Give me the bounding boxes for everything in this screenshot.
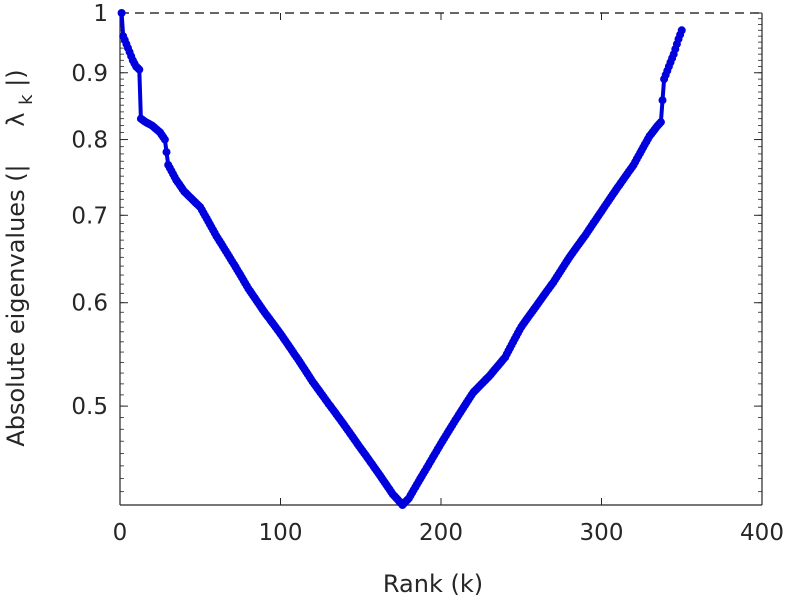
y-axis-label: Absolute eigenvalues (| λ k |): [2, 69, 38, 446]
y-tick-label: 0.8: [71, 128, 108, 154]
y-tick-label: 0.7: [71, 203, 108, 229]
x-tick-label: 200: [419, 520, 463, 546]
series-point: [656, 118, 665, 127]
x-tick-label: 100: [259, 520, 303, 546]
x-tick-label: 300: [580, 520, 624, 546]
y-axis-label-subscript: k: [16, 94, 37, 105]
series-line: [119, 12, 684, 507]
x-tick-label: 400: [740, 520, 784, 546]
y-tick-label: 1: [93, 1, 108, 27]
series-point: [658, 96, 667, 105]
y-tick-label: 0.5: [71, 394, 108, 420]
x-tick-label: 0: [113, 520, 128, 546]
series-point: [160, 135, 169, 144]
series-point: [117, 9, 126, 17]
y-axis-label-close: |): [2, 69, 30, 86]
y-tick-label: 0.9: [71, 61, 108, 87]
y-axis-label-symbol: λ: [2, 113, 30, 127]
series-point: [677, 26, 686, 35]
series-point: [135, 65, 144, 74]
y-axis-label-text: Absolute eigenvalues (|: [2, 164, 30, 446]
y-tick-label: 0.6: [71, 291, 108, 317]
x-axis-label: Rank (k): [383, 570, 483, 598]
series-point: [162, 148, 171, 157]
svg-text:Absolute eigenvalues (|: Absolute eigenvalues (| λ k |): [2, 69, 38, 446]
